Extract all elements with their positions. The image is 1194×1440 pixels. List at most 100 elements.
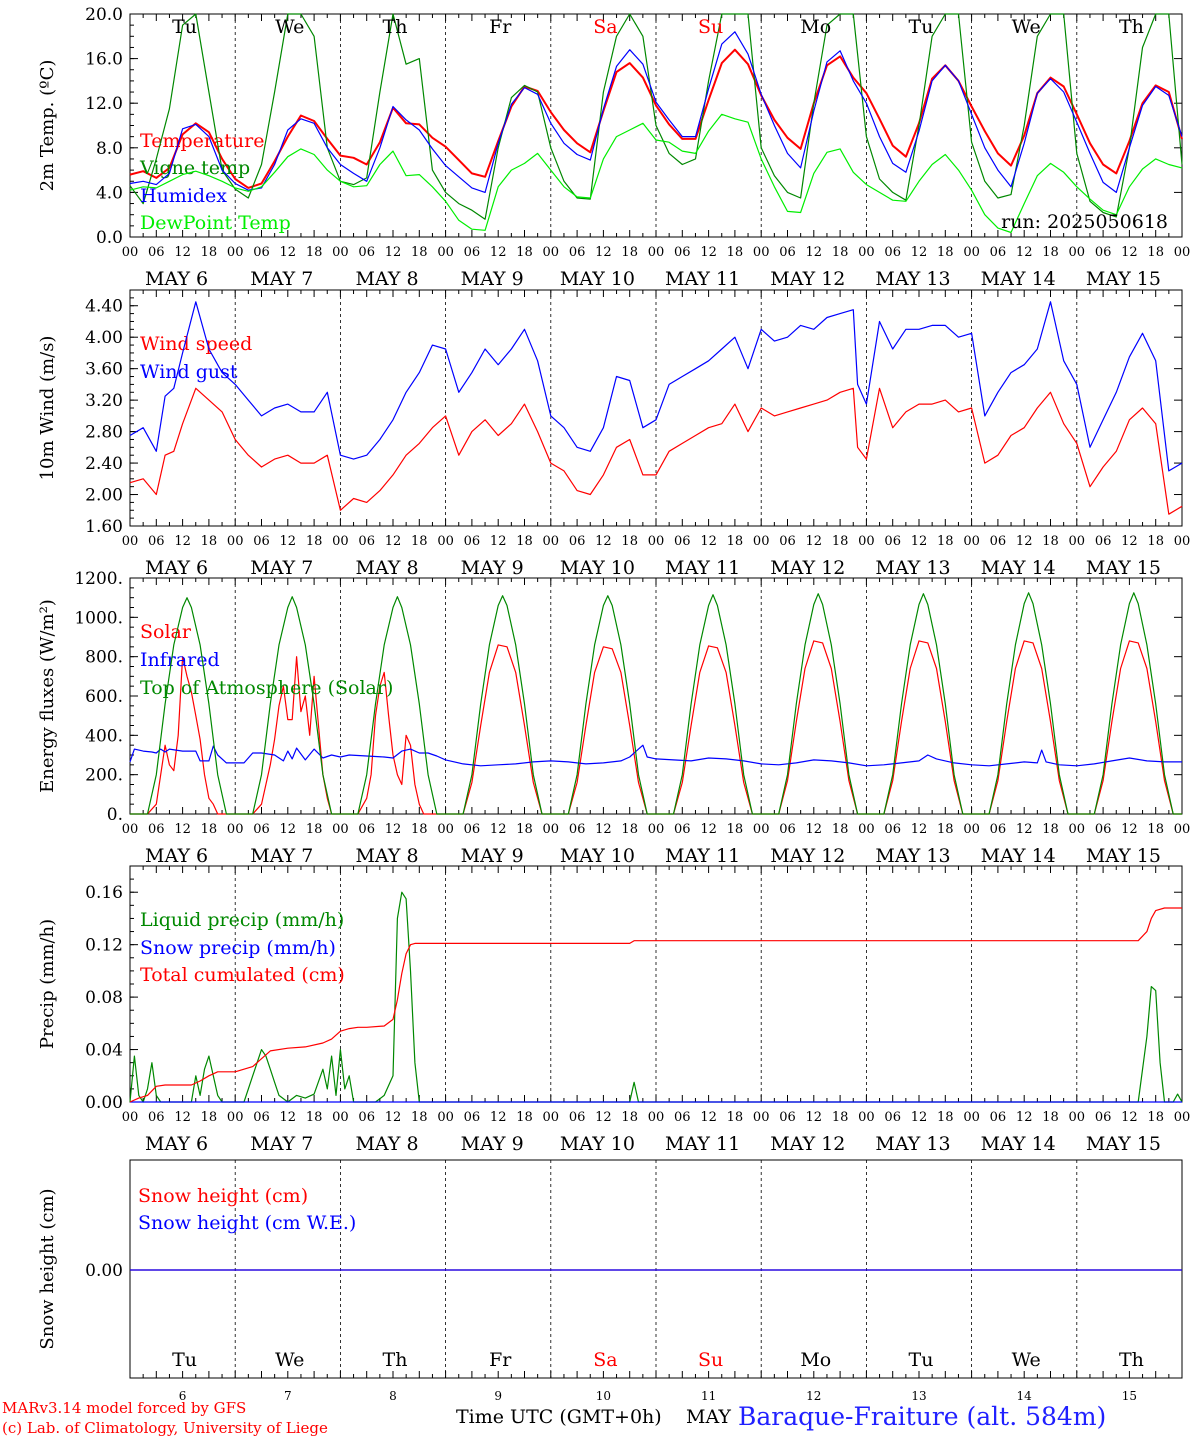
hour-label: 12: [385, 822, 402, 837]
day-of-week-label: Su: [698, 16, 723, 38]
hour-label: 06: [674, 822, 691, 837]
station-title: Baraque-Fraiture (alt. 584m): [738, 1402, 1107, 1431]
day-number-label: 6: [179, 1389, 187, 1403]
hour-label: 12: [1016, 1110, 1033, 1125]
hour-label: 18: [201, 534, 218, 549]
hour-label: 00: [332, 534, 349, 549]
y-tick-label: 0.16: [85, 883, 123, 903]
date-label: MAY 6: [145, 557, 208, 579]
date-label: MAY 7: [250, 268, 313, 290]
hour-label: 06: [464, 534, 481, 549]
hour-label: 06: [358, 1110, 375, 1125]
hour-label: 18: [727, 245, 744, 260]
date-label: MAY 11: [665, 268, 740, 290]
hour-label: 00: [858, 1110, 875, 1125]
hour-label: 06: [358, 822, 375, 837]
day-of-week-label: Tu: [172, 16, 197, 38]
date-label: MAY 14: [981, 557, 1056, 579]
hour-label: 12: [174, 245, 191, 260]
y-tick-label: 600.: [85, 687, 123, 707]
hour-label: 12: [911, 1110, 928, 1125]
hour-label: 12: [490, 822, 507, 837]
hour-label: 06: [1095, 245, 1112, 260]
hour-label: 18: [1147, 245, 1164, 260]
hour-label: 12: [595, 1110, 612, 1125]
hour-label: 00: [858, 534, 875, 549]
hour-label: 12: [385, 1110, 402, 1125]
hour-label: 06: [253, 822, 270, 837]
y-tick-label: 0.12: [85, 936, 123, 956]
day-number-label: 13: [911, 1389, 926, 1403]
hour-label: 18: [727, 1110, 744, 1125]
hour-label: 00: [543, 822, 560, 837]
y-tick-label: 20.0: [85, 5, 123, 25]
series-line-vigne-temp: [129, 13, 1183, 220]
day-of-week-label: Sa: [593, 1349, 617, 1371]
y-tick-label: 0.08: [85, 988, 123, 1008]
date-label: MAY 14: [981, 845, 1056, 867]
hour-label: 00: [332, 245, 349, 260]
day-of-week-label: Mo: [800, 1349, 831, 1371]
day-of-week-label: Fr: [489, 16, 512, 38]
hour-label: 18: [1042, 822, 1059, 837]
date-label: MAY 15: [1086, 268, 1161, 290]
legend-entry: Snow precip (mm/h): [140, 937, 336, 959]
hour-label: 06: [253, 1110, 270, 1125]
hour-label: 18: [1147, 534, 1164, 549]
hour-label: 00: [122, 534, 139, 549]
legend-entry: Solar: [140, 621, 192, 643]
day-of-week-label: Sa: [593, 16, 617, 38]
hour-label: 00: [858, 245, 875, 260]
hour-label: 06: [779, 245, 796, 260]
date-label: MAY 9: [461, 1133, 524, 1155]
legend-entry: Temperature: [140, 130, 264, 152]
date-label: MAY 14: [981, 268, 1056, 290]
day-of-week-label: Th: [1119, 16, 1144, 38]
hour-label: 00: [858, 822, 875, 837]
day-number-label: 12: [806, 1389, 821, 1403]
hour-label: 18: [937, 822, 954, 837]
date-label: MAY 8: [355, 268, 418, 290]
y-tick-label: 0.04: [85, 1041, 123, 1061]
y-tick-label: 8.0: [96, 139, 123, 159]
date-label: MAY 13: [875, 268, 950, 290]
date-label: MAY 10: [560, 557, 635, 579]
hour-label: 00: [963, 534, 980, 549]
y-tick-label: 1200.: [74, 569, 123, 589]
y-tick-label: 2.80: [85, 423, 123, 443]
legend-entry: Snow height (cm W.E.): [138, 1212, 356, 1234]
hour-label: 00: [227, 822, 244, 837]
hour-label: 00: [648, 534, 665, 549]
hour-label: 18: [937, 1110, 954, 1125]
y-tick-label: 0.: [107, 805, 123, 825]
panel-wind: 1.60 2.00 2.40 2.80 3.20 3.60 4.00 4.40 10m Wind…: [37, 289, 1191, 579]
hour-label: 00: [1069, 1110, 1086, 1125]
hour-label: 06: [884, 245, 901, 260]
series-line-top-of-atmosphere-solar: [130, 592, 1182, 815]
day-of-week-label: Tu: [172, 1349, 197, 1371]
day-number-label: 7: [284, 1389, 292, 1403]
hour-label: 00: [753, 822, 770, 837]
hour-label: 18: [201, 822, 218, 837]
hour-label: 00: [1174, 822, 1191, 837]
hour-label: 12: [700, 822, 717, 837]
day-of-week-label: Th: [1119, 1349, 1144, 1371]
hour-label: 00: [1069, 245, 1086, 260]
hour-label: 06: [569, 1110, 586, 1125]
y-tick-label: 4.40: [85, 297, 123, 317]
hour-label: 00: [1174, 534, 1191, 549]
hour-label: 06: [990, 1110, 1007, 1125]
hour-label: 00: [122, 245, 139, 260]
y-axis-label: Snow height (cm): [37, 1188, 58, 1349]
hour-label: 12: [1016, 534, 1033, 549]
hour-label: 12: [595, 245, 612, 260]
hour-label: 00: [1174, 1110, 1191, 1125]
hour-label: 12: [1016, 245, 1033, 260]
day-of-week-label: We: [275, 1349, 304, 1371]
date-label: MAY 11: [665, 1133, 740, 1155]
date-label: MAY 13: [875, 845, 950, 867]
y-tick-label: 2.00: [85, 486, 123, 506]
hour-label: 12: [1121, 534, 1138, 549]
date-label: MAY 15: [1086, 557, 1161, 579]
y-tick-label: 1000.: [74, 608, 123, 628]
